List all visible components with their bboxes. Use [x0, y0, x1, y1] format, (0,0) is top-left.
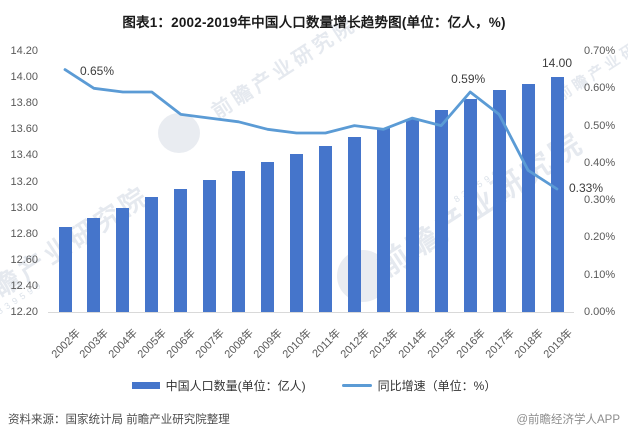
left-axis-tick: 12.80 [10, 227, 38, 240]
x-axis-label-text: 2012年 [338, 327, 373, 361]
x-axis-label-text: 2017年 [483, 327, 517, 361]
bar-2017年 [492, 90, 506, 312]
left-axis-tick: 14.00 [10, 71, 38, 84]
left-axis-tick: 13.20 [10, 175, 38, 188]
right-axis-tick: 0.50% [584, 119, 616, 132]
left-axis-tick: 12.20 [10, 306, 38, 318]
bar-2015年 [434, 109, 448, 312]
x-axis-label-text: 2005年 [135, 327, 170, 361]
bar-2007年 [203, 180, 217, 312]
left-axis-tick: 13.60 [10, 123, 38, 136]
bar-2016年 [463, 99, 477, 312]
chart-title: 图表1：2002-2019年中国人口数量增长趋势图(单位：亿人，%) [122, 15, 506, 30]
growth-line [63, 68, 559, 191]
right-axis-tick: 0.70% [584, 45, 616, 57]
right-axis-tick: 0.00% [584, 306, 616, 318]
legend-label-population: 中国人口数量(单位：亿人) [165, 379, 306, 393]
bar-2019年 [550, 77, 564, 312]
bar-2014年 [405, 118, 419, 312]
data-label: 0.59% [451, 72, 486, 86]
legend-bar-swatch [131, 382, 160, 389]
x-axis-label-text: 2013年 [367, 327, 401, 361]
bar-2004年 [116, 207, 130, 312]
left-axis-tick: 12.60 [10, 253, 38, 266]
watermark-logo-circle [158, 113, 200, 153]
bar-2010年 [290, 154, 304, 312]
bar-2011年 [318, 146, 332, 312]
bar-2008年 [232, 171, 246, 312]
x-axis-label-text: 2004年 [106, 327, 141, 361]
x-axis-line [48, 312, 574, 313]
bar-2005年 [145, 197, 159, 312]
x-axis-label-text: 2011年 [310, 327, 344, 361]
right-axis-tick: 0.30% [584, 194, 616, 207]
left-axis-tick: 13.80 [10, 97, 38, 110]
x-axis-label-text: 2019年 [541, 327, 575, 361]
data-label: 0.33% [568, 180, 604, 195]
legend: 中国人口数量(单位：亿人) 同比增速（单位：%） [0, 377, 628, 394]
source-text: 资料来源：国家统计局 前瞻产业研究院整理 [8, 414, 230, 426]
legend-item-growth: 同比增速（单位：%） [341, 377, 497, 394]
legend-item-population: 中国人口数量(单位：亿人) [131, 377, 306, 394]
x-axis-label-text: 2009年 [251, 327, 286, 361]
x-axis-label-text: 2006年 [164, 327, 199, 361]
bar-2018年 [521, 83, 535, 312]
credit-text: @前瞻经济学人APP [516, 414, 620, 426]
left-axis-tick: 12.40 [10, 279, 38, 292]
bar-2009年 [261, 161, 275, 312]
x-axis-label-text: 2014年 [396, 327, 430, 361]
data-label: 0.65% [79, 63, 115, 78]
x-axis-label-text: 2016年 [454, 327, 488, 361]
footer: 资料来源：国家统计局 前瞻产业研究院整理 @前瞻经济学人APP [8, 411, 620, 427]
x-axis-label-text: 2008年 [222, 327, 257, 361]
x-axis-label-text: 2015年 [425, 327, 459, 361]
x-axis-label-text: 2010年 [280, 327, 315, 361]
legend-line-swatch [341, 384, 372, 387]
right-axis-tick: 0.10% [584, 268, 616, 281]
x-axis-label-text: 2003年 [77, 327, 112, 361]
x-axis-label-text: 2018年 [512, 327, 546, 361]
right-axis-tick: 0.60% [584, 82, 616, 95]
growth-line-chart [63, 68, 559, 191]
right-axis-tick: 0.40% [584, 156, 616, 169]
data-label: 14.00 [541, 56, 573, 71]
bar-2013年 [376, 127, 390, 312]
bar-2002年 [58, 227, 72, 312]
x-axis-label-text: 2002年 [49, 327, 83, 361]
left-axis-tick: 14.20 [10, 45, 38, 57]
x-axis-label-text: 2007年 [193, 327, 228, 361]
left-axis-tick: 13.00 [10, 201, 38, 214]
legend-label-growth: 同比增速（单位：%） [377, 379, 497, 393]
bar-2003年 [87, 218, 101, 312]
right-axis-tick: 0.20% [584, 231, 616, 244]
left-axis-tick: 13.40 [10, 149, 38, 162]
bar-2006年 [174, 189, 188, 312]
bar-2012年 [347, 137, 361, 312]
